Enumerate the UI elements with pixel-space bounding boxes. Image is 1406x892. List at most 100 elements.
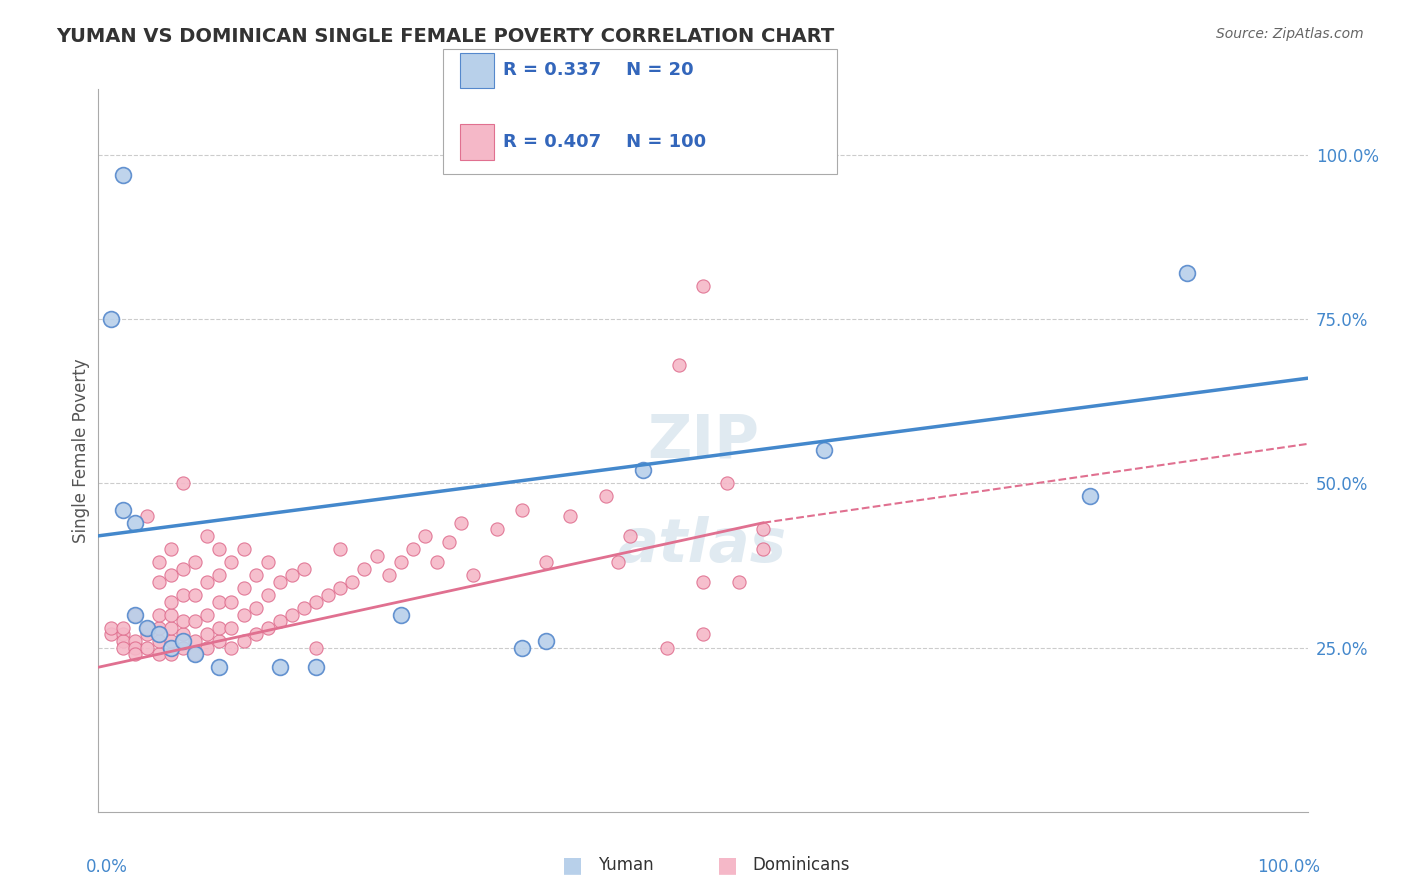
- Point: [232, 541, 254, 556]
- Point: [232, 634, 254, 648]
- Point: [172, 476, 194, 491]
- Point: [1078, 490, 1101, 504]
- Point: [148, 621, 170, 635]
- Point: [160, 647, 183, 661]
- Point: [232, 607, 254, 622]
- Point: [221, 555, 243, 569]
- Point: [426, 555, 449, 569]
- Point: [256, 621, 278, 635]
- Point: [245, 627, 267, 641]
- Text: Source: ZipAtlas.com: Source: ZipAtlas.com: [1216, 27, 1364, 41]
- Point: [269, 574, 291, 589]
- Point: [111, 168, 134, 182]
- Point: [160, 541, 183, 556]
- Text: ■: ■: [562, 855, 583, 875]
- Text: ZIP: ZIP: [647, 411, 759, 470]
- Point: [256, 555, 278, 569]
- Point: [124, 516, 146, 530]
- Point: [221, 621, 243, 635]
- Text: 0.0%: 0.0%: [86, 858, 128, 876]
- Point: [172, 614, 194, 628]
- Point: [184, 614, 207, 628]
- Point: [692, 279, 714, 293]
- Point: [619, 529, 641, 543]
- Point: [148, 607, 170, 622]
- Point: [389, 555, 412, 569]
- Point: [195, 607, 218, 622]
- Point: [510, 640, 533, 655]
- Point: [1175, 266, 1198, 280]
- Point: [135, 627, 157, 641]
- Point: [111, 502, 134, 516]
- Point: [148, 647, 170, 661]
- Point: [172, 640, 194, 655]
- Text: atlas: atlas: [619, 516, 787, 575]
- Point: [245, 601, 267, 615]
- Point: [413, 529, 436, 543]
- Point: [437, 535, 460, 549]
- Point: [124, 607, 146, 622]
- Point: [281, 607, 304, 622]
- Point: [135, 621, 157, 635]
- Point: [752, 522, 775, 536]
- Point: [692, 574, 714, 589]
- Point: [208, 594, 231, 608]
- Point: [195, 574, 218, 589]
- Point: [111, 634, 134, 648]
- Point: [389, 607, 412, 622]
- Text: ■: ■: [717, 855, 738, 875]
- Point: [172, 588, 194, 602]
- Point: [184, 647, 207, 661]
- Point: [172, 562, 194, 576]
- Point: [160, 640, 183, 655]
- Point: [148, 555, 170, 569]
- Point: [377, 568, 399, 582]
- Point: [292, 562, 315, 576]
- Point: [292, 601, 315, 615]
- Point: [111, 640, 134, 655]
- Text: YUMAN VS DOMINICAN SINGLE FEMALE POVERTY CORRELATION CHART: YUMAN VS DOMINICAN SINGLE FEMALE POVERTY…: [56, 27, 835, 45]
- Point: [558, 509, 581, 524]
- Point: [329, 582, 352, 596]
- Point: [160, 621, 183, 635]
- Point: [463, 568, 485, 582]
- Point: [208, 621, 231, 635]
- Point: [366, 549, 388, 563]
- Point: [305, 660, 328, 674]
- Point: [148, 627, 170, 641]
- Point: [221, 594, 243, 608]
- Point: [160, 568, 183, 582]
- Point: [111, 627, 134, 641]
- Point: [595, 490, 617, 504]
- Point: [195, 627, 218, 641]
- Point: [329, 541, 352, 556]
- Point: [728, 574, 751, 589]
- Point: [160, 607, 183, 622]
- Point: [655, 640, 678, 655]
- Point: [486, 522, 509, 536]
- Point: [124, 607, 146, 622]
- Point: [716, 476, 738, 491]
- Point: [813, 443, 835, 458]
- Point: [221, 640, 243, 655]
- Point: [124, 647, 146, 661]
- Point: [160, 594, 183, 608]
- Point: [668, 358, 690, 372]
- Point: [631, 463, 654, 477]
- Text: R = 0.407    N = 100: R = 0.407 N = 100: [503, 133, 706, 151]
- Point: [160, 634, 183, 648]
- Point: [135, 621, 157, 635]
- Point: [353, 562, 375, 576]
- Point: [124, 640, 146, 655]
- Point: [510, 502, 533, 516]
- Point: [269, 660, 291, 674]
- Point: [172, 634, 194, 648]
- Point: [305, 594, 328, 608]
- Point: [111, 621, 134, 635]
- Point: [148, 634, 170, 648]
- Point: [184, 647, 207, 661]
- Point: [256, 588, 278, 602]
- Point: [245, 568, 267, 582]
- Point: [402, 541, 425, 556]
- Point: [316, 588, 339, 602]
